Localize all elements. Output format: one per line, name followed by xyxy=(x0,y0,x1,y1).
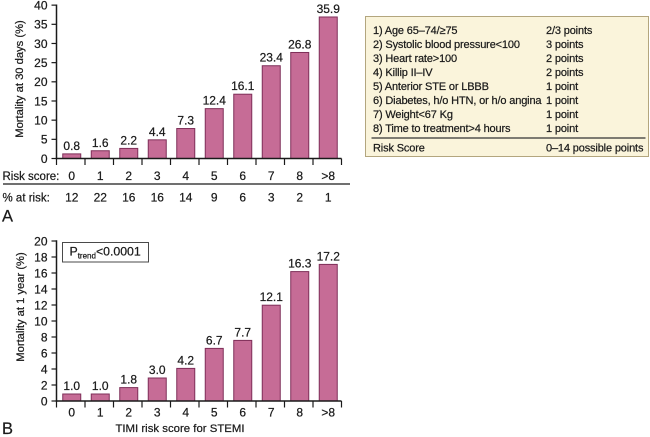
svg-text:22: 22 xyxy=(94,191,108,205)
svg-text:0: 0 xyxy=(68,169,75,183)
svg-text:A: A xyxy=(2,208,13,226)
svg-text:17.2: 17.2 xyxy=(317,249,341,263)
svg-text:1.6: 1.6 xyxy=(92,136,109,150)
svg-text:8) Time to treatment>4 hours: 8) Time to treatment>4 hours xyxy=(373,123,511,135)
svg-text:23.4: 23.4 xyxy=(260,51,284,65)
svg-text:3: 3 xyxy=(154,169,161,183)
svg-text:6: 6 xyxy=(41,346,48,360)
svg-text:16: 16 xyxy=(151,191,165,205)
svg-text:% at risk:: % at risk: xyxy=(3,193,50,205)
svg-text:1.0: 1.0 xyxy=(92,379,109,393)
svg-text:Risk score:: Risk score: xyxy=(3,171,60,183)
svg-text:3: 3 xyxy=(154,406,161,420)
svg-text:7) Weight<67 Kg: 7) Weight<67 Kg xyxy=(373,109,453,121)
svg-text:6: 6 xyxy=(239,169,246,183)
svg-text:5) Anterior STE or LBBB: 5) Anterior STE or LBBB xyxy=(373,81,489,93)
svg-text:8: 8 xyxy=(41,330,48,344)
svg-text:12: 12 xyxy=(34,298,48,312)
svg-text:4.4: 4.4 xyxy=(149,125,166,139)
svg-text:0: 0 xyxy=(41,152,48,166)
svg-text:40: 40 xyxy=(34,0,48,12)
svg-text:16: 16 xyxy=(34,266,48,280)
svg-text:14: 14 xyxy=(34,282,48,296)
svg-text:1.0: 1.0 xyxy=(63,379,80,393)
svg-text:>8: >8 xyxy=(321,169,335,183)
svg-text:3: 3 xyxy=(268,191,275,205)
svg-text:6.7: 6.7 xyxy=(206,333,223,347)
svg-text:9: 9 xyxy=(211,191,218,205)
svg-text:2/3 points: 2/3 points xyxy=(546,25,593,37)
svg-text:4.2: 4.2 xyxy=(177,353,194,367)
svg-text:>8: >8 xyxy=(321,406,335,420)
svg-text:2) Systolic blood pressure<100: 2) Systolic blood pressure<100 xyxy=(373,39,520,51)
svg-text:4: 4 xyxy=(182,169,189,183)
svg-text:TIMI risk score for STEMI: TIMI risk score for STEMI xyxy=(115,423,244,435)
svg-text:12.1: 12.1 xyxy=(260,290,284,304)
svg-text:4: 4 xyxy=(41,362,48,376)
svg-text:B: B xyxy=(2,420,13,437)
svg-text:16.3: 16.3 xyxy=(288,257,312,271)
svg-text:16: 16 xyxy=(122,191,136,205)
svg-text:1.8: 1.8 xyxy=(120,373,137,387)
svg-text:16.1: 16.1 xyxy=(231,79,255,93)
svg-text:1: 1 xyxy=(325,191,332,205)
svg-text:1 point: 1 point xyxy=(546,109,578,121)
svg-text:7.3: 7.3 xyxy=(177,114,194,128)
svg-text:1: 1 xyxy=(97,169,104,183)
svg-text:2.2: 2.2 xyxy=(120,133,137,147)
svg-text:10: 10 xyxy=(34,314,48,328)
svg-text:6) Diabetes, h/o HTN, or h/o a: 6) Diabetes, h/o HTN, or h/o angina xyxy=(373,95,542,107)
svg-text:5: 5 xyxy=(211,406,218,420)
svg-text:14: 14 xyxy=(179,191,193,205)
svg-text:6: 6 xyxy=(239,406,246,420)
svg-text:20: 20 xyxy=(34,234,48,248)
svg-text:2 points: 2 points xyxy=(546,53,584,65)
svg-text:0.8: 0.8 xyxy=(63,139,80,153)
svg-text:15: 15 xyxy=(34,94,48,108)
svg-text:12: 12 xyxy=(65,191,79,205)
svg-text:Mortality at 30 days (%): Mortality at 30 days (%) xyxy=(14,20,26,138)
svg-text:5: 5 xyxy=(41,133,48,147)
svg-text:Risk Score: Risk Score xyxy=(373,143,425,155)
svg-text:1 point: 1 point xyxy=(546,95,578,107)
svg-text:18: 18 xyxy=(34,250,48,264)
svg-text:2: 2 xyxy=(125,406,132,420)
svg-text:Mortality at 1 year (%): Mortality at 1 year (%) xyxy=(15,252,27,362)
svg-text:7: 7 xyxy=(268,406,275,420)
svg-text:2: 2 xyxy=(296,191,303,205)
svg-text:7: 7 xyxy=(268,169,275,183)
svg-text:5: 5 xyxy=(211,169,218,183)
svg-text:35.9: 35.9 xyxy=(317,2,341,16)
svg-text:8: 8 xyxy=(296,406,303,420)
svg-text:1) Age 65–74/≥75: 1) Age 65–74/≥75 xyxy=(373,25,457,37)
svg-text:1 point: 1 point xyxy=(546,123,578,135)
svg-text:2: 2 xyxy=(125,169,132,183)
svg-text:3.0: 3.0 xyxy=(149,363,166,377)
svg-text:30: 30 xyxy=(34,37,48,51)
svg-text:0–14 possible points: 0–14 possible points xyxy=(546,143,644,155)
svg-text:20: 20 xyxy=(34,75,48,89)
svg-text:6: 6 xyxy=(239,191,246,205)
svg-text:0: 0 xyxy=(68,406,75,420)
svg-text:26.8: 26.8 xyxy=(288,37,312,51)
svg-text:12.4: 12.4 xyxy=(203,94,227,108)
svg-text:1 point: 1 point xyxy=(546,81,578,93)
svg-text:8: 8 xyxy=(296,169,303,183)
svg-text:7.7: 7.7 xyxy=(234,325,251,339)
svg-text:10: 10 xyxy=(34,113,48,127)
svg-text:0: 0 xyxy=(41,394,48,408)
svg-text:4: 4 xyxy=(182,406,189,420)
svg-text:3 points: 3 points xyxy=(546,39,584,51)
svg-text:2: 2 xyxy=(41,378,48,392)
svg-text:25: 25 xyxy=(34,56,48,70)
svg-text:35: 35 xyxy=(34,18,48,32)
svg-text:1: 1 xyxy=(97,406,104,420)
svg-text:2 points: 2 points xyxy=(546,67,584,79)
svg-text:4) Killip II–IV: 4) Killip II–IV xyxy=(373,67,433,79)
svg-text:3) Heart rate>100: 3) Heart rate>100 xyxy=(373,53,457,65)
